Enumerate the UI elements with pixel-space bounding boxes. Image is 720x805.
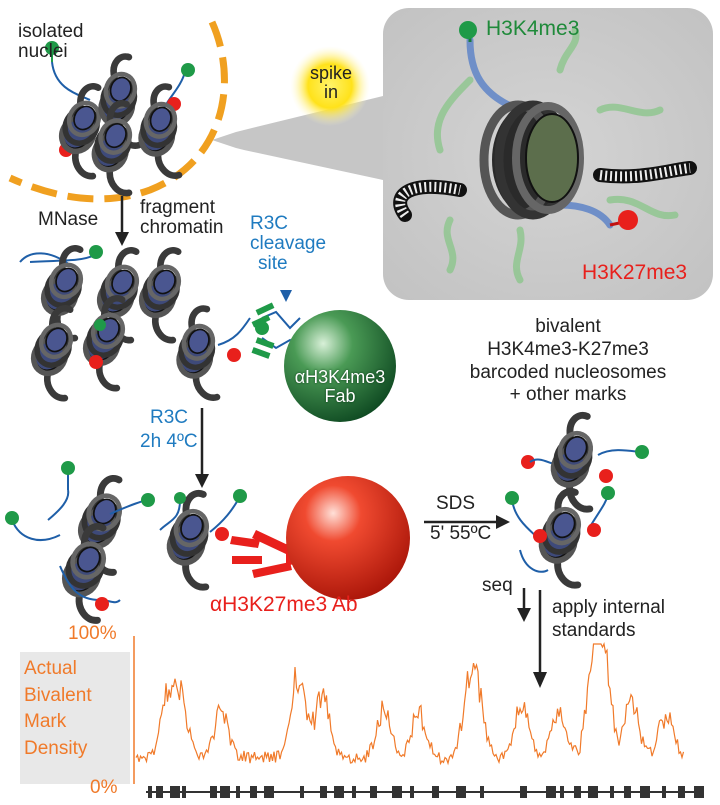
seq-label: seq xyxy=(482,575,513,596)
y-axis-max-label: 100% xyxy=(68,623,117,644)
r3c-conditions-label: R3C 2h 4ºC xyxy=(140,407,198,452)
fab-antibody xyxy=(251,290,396,422)
gene-annotation-track xyxy=(146,786,704,798)
spike-in-label: spike in xyxy=(310,63,353,102)
h3k4me3-label: H3K4me3 xyxy=(486,17,580,40)
r3c-cleavage-label: R3C cleavage site xyxy=(250,213,327,274)
density-trace xyxy=(135,642,685,766)
sds-conditions-label: SDS 5' 55ºC xyxy=(430,493,492,544)
nuclei-nucleosomes xyxy=(45,41,206,195)
y-axis-min-label: 0% xyxy=(90,777,118,798)
fragmented-nucleosomes xyxy=(20,244,251,400)
released-nucleosomes xyxy=(505,412,649,588)
fab-label: αH3K4me3 Fab xyxy=(294,367,386,406)
spike-in-glow xyxy=(290,46,370,126)
red-antibody xyxy=(230,476,410,600)
track-title: Actual Bivalent Mark Density xyxy=(24,658,92,759)
captured-nucleosomes xyxy=(5,461,247,623)
mnase-label: MNase xyxy=(38,209,99,230)
apply-standards-label: apply internal standards xyxy=(552,597,666,641)
antibody-label: αH3K27me3 Ab xyxy=(210,593,358,616)
fragment-chromatin-label: fragment chromatin xyxy=(140,197,224,238)
barcoded-nucleosome-illustration xyxy=(393,21,697,284)
bivalent-description: bivalent H3K4me3-K27me3 barcoded nucleosom… xyxy=(469,316,667,406)
isolated-nuclei-label: isolated nuclei xyxy=(18,21,84,62)
nucleus-outline xyxy=(8,20,228,203)
track-title-bg xyxy=(20,652,130,784)
cleavage-site-marker xyxy=(280,290,292,302)
h3k27me3-label: H3K27me3 xyxy=(582,261,688,284)
